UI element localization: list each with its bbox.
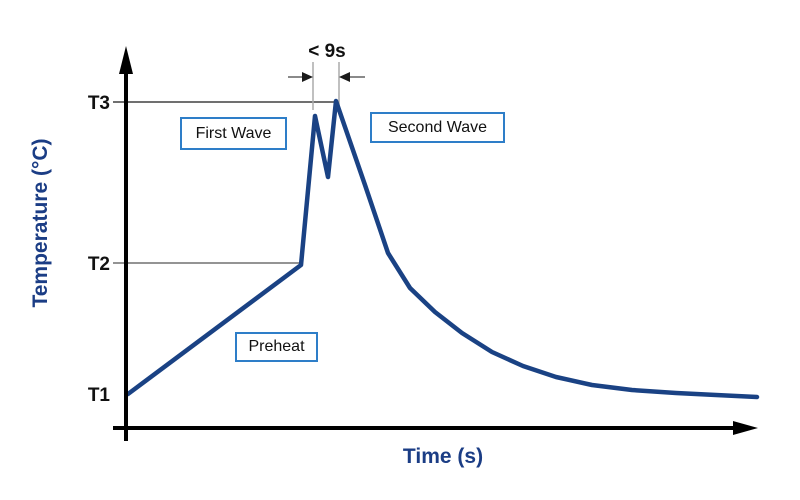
- first-wave-label: First Wave: [195, 124, 272, 142]
- second-wave-label: Second Wave: [387, 118, 487, 136]
- arrow-left-icon: [339, 72, 350, 82]
- arrow-right-icon: [302, 72, 313, 82]
- temperature-curve: [125, 98, 760, 400]
- y-axis-arrowhead: [119, 46, 133, 74]
- first-wave-label-box: First Wave: [180, 117, 287, 150]
- second-wave-label-box: Second Wave: [370, 112, 505, 143]
- duration-annotation: < 9s: [308, 41, 346, 62]
- y-tick-t1: T1: [88, 385, 111, 406]
- x-axis-arrowhead: [733, 421, 758, 435]
- preheat-label-box: Preheat: [235, 332, 318, 362]
- y-axis-title: Temperature (°C): [29, 138, 52, 307]
- x-axis-title: Time (s): [403, 445, 483, 468]
- y-tick-t2: T2: [88, 254, 110, 275]
- y-tick-t3: T3: [88, 93, 110, 114]
- preheat-label: Preheat: [248, 338, 305, 355]
